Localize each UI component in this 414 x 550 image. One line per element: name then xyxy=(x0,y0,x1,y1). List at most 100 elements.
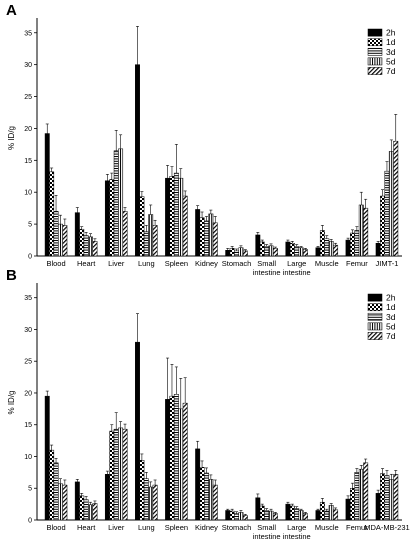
y-tick-label: 20 xyxy=(24,126,32,133)
bar-1d-4 xyxy=(169,176,175,257)
bar-3d-6 xyxy=(234,250,239,257)
bar-7d-7 xyxy=(272,248,278,257)
category-label: MDA-MB-231 xyxy=(364,523,409,532)
bar-1d-9 xyxy=(319,501,325,521)
bar-7d-0 xyxy=(62,225,68,257)
bar-7d-5 xyxy=(212,222,218,257)
category-label: Liver xyxy=(108,523,125,532)
legend-swatch-1d xyxy=(367,38,383,47)
bar-7d-11 xyxy=(393,140,399,257)
bar-2h-6 xyxy=(225,510,231,521)
bar-7d-6 xyxy=(242,250,248,257)
chart-panel-a: A 0 5 10 15 20 25 30 35 % ID/g Blood Heart Liver Lung… xyxy=(6,2,402,277)
bar-2h-11 xyxy=(375,242,381,257)
category-label: Lung xyxy=(138,523,155,532)
bar-7d-2 xyxy=(122,428,128,521)
bar-5d-4 xyxy=(178,408,184,521)
bar-2h-1 xyxy=(74,481,80,521)
category-label: Stomach xyxy=(222,523,252,532)
bar-5d-3 xyxy=(148,486,154,521)
bar-3d-10 xyxy=(354,472,360,521)
bar-7d-1 xyxy=(92,503,98,521)
legend-swatch-7d xyxy=(367,67,383,75)
bar-7d-4 xyxy=(182,195,188,257)
category-label: Large xyxy=(287,259,306,268)
y-tick-label: 5 xyxy=(28,486,32,493)
bar-7d-9 xyxy=(333,509,339,521)
y-tick-label: 0 xyxy=(28,254,32,261)
category-label: Kidney xyxy=(195,523,218,532)
category-label: Blood xyxy=(46,259,65,268)
bar-3d-11 xyxy=(384,475,390,521)
bar-2h-9 xyxy=(315,510,321,521)
bar-3d-8 xyxy=(294,246,300,257)
bar-5d-0 xyxy=(57,223,63,257)
legend-label-5d: 5d xyxy=(386,321,396,331)
bar-7d-10 xyxy=(363,207,369,257)
legend-swatch-3d xyxy=(367,47,383,56)
bar-2h-5 xyxy=(195,448,201,521)
category-label: Kidney xyxy=(195,259,218,268)
legend-label-2h: 2h xyxy=(386,28,396,38)
bar-3d-3 xyxy=(143,478,149,521)
bar-5d-3 xyxy=(148,214,154,257)
bar-7d-3 xyxy=(152,225,158,257)
bar-5d-10 xyxy=(358,204,364,257)
bar-3d-0 xyxy=(53,211,59,257)
legend-swatch-5d xyxy=(367,322,383,331)
bar-7d-7 xyxy=(272,513,278,521)
legend-swatch-2h xyxy=(367,293,383,302)
legend-label-7d: 7d xyxy=(386,331,396,341)
y-tick-label: 35 xyxy=(24,30,32,37)
bar-2h-3 xyxy=(135,64,140,257)
bar-5d-9 xyxy=(328,241,334,257)
category-label: Femur xyxy=(346,523,368,532)
bar-1d-2 xyxy=(109,430,115,521)
bar-2h-5 xyxy=(195,209,201,257)
bar-2h-8 xyxy=(285,241,291,257)
bar-1d-8 xyxy=(289,242,295,257)
bar-1d-10 xyxy=(350,232,355,257)
bar-1d-6 xyxy=(229,248,235,257)
bar-5d-5 xyxy=(208,213,214,257)
bar-1d-7 xyxy=(259,241,265,257)
bar-7d-9 xyxy=(333,244,339,257)
category-label: intestine xyxy=(253,268,281,277)
chart-panel-b: B 0 5 10 15 20 25 30 35 % ID/g Blood Heart Liver Lung… xyxy=(6,267,410,541)
panel-letter-b: B xyxy=(6,267,17,284)
bar-7d-3 xyxy=(152,484,158,521)
bar-5d-7 xyxy=(268,510,274,521)
bar-5d-10 xyxy=(358,468,364,521)
y-tick-label: 25 xyxy=(24,359,32,366)
bar-3d-9 xyxy=(324,510,330,521)
bar-3d-1 xyxy=(83,235,89,257)
legend-swatch-5d xyxy=(367,57,383,66)
bar-7d-8 xyxy=(303,249,308,257)
legend-swatch-2h xyxy=(367,28,383,37)
y-tick-label: 5 xyxy=(28,222,32,229)
category-label: Heart xyxy=(77,523,96,532)
bar-2h-8 xyxy=(285,503,291,521)
bar-2h-0 xyxy=(44,133,50,257)
bar-3d-10 xyxy=(354,230,360,257)
bar-3d-2 xyxy=(113,150,119,257)
category-label: JIMT-1 xyxy=(375,259,398,268)
bar-1d-4 xyxy=(169,395,175,521)
bar-7d-10 xyxy=(363,462,369,521)
panel-letter-a: A xyxy=(6,2,17,19)
bar-3d-9 xyxy=(324,238,330,257)
bar-5d-1 xyxy=(88,236,93,257)
bar-7d-4 xyxy=(182,402,188,521)
bar-3d-8 xyxy=(294,508,300,521)
bar-1d-3 xyxy=(139,196,145,257)
bar-5d-4 xyxy=(178,177,184,257)
y-tick-label: 15 xyxy=(24,158,32,165)
category-label: intestine xyxy=(283,532,311,541)
bar-7d-5 xyxy=(212,484,218,521)
bar-2h-2 xyxy=(104,180,110,257)
bar-2h-7 xyxy=(255,497,261,521)
legend-label-3d: 3d xyxy=(386,312,396,322)
bar-2h-9 xyxy=(315,247,321,257)
bar-2h-0 xyxy=(44,395,50,521)
